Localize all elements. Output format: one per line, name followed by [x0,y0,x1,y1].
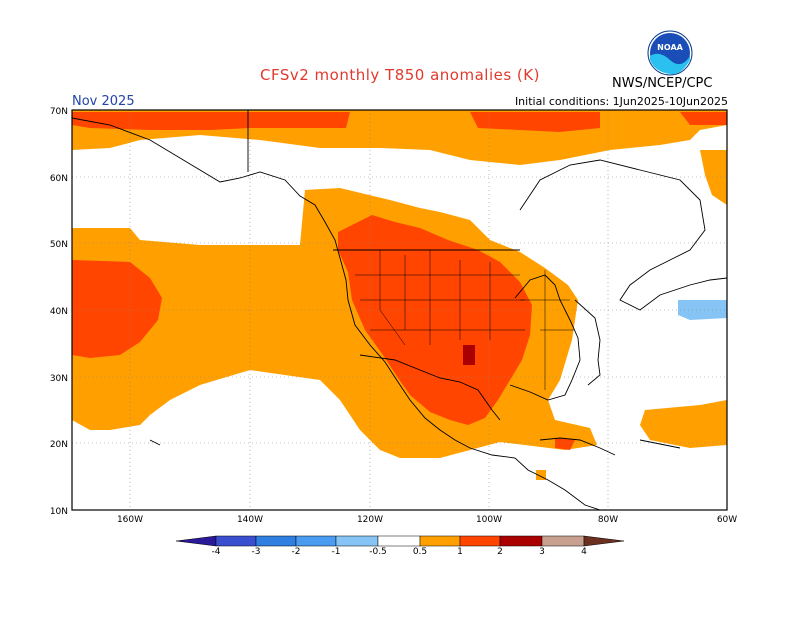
colorbar-swatch [541,535,585,547]
initial-conditions: Initial conditions: 1Jun2025-10Jun2025 [514,95,728,108]
lat-axis: 70N 60N 50N 40N 30N 20N 10N [50,107,68,517]
lat-label-20n: 20N [50,440,68,450]
anomaly-red-region [72,112,727,450]
colorbar-label: -1 [331,547,341,557]
lon-label-120w: 120W [357,515,383,525]
coastlines [71,110,728,511]
colorbar-label: 2 [497,547,503,557]
lat-label-30n: 30N [50,374,68,384]
colorbar-arrow-low [175,535,217,547]
colorbar [175,535,625,547]
colorbar-swatch [295,535,337,547]
lon-label-100w: 100W [476,515,502,525]
colorbar-arrow-high [583,535,625,547]
lon-label-80w: 80W [598,515,618,525]
chart-title: CFSv2 monthly T850 anomalies (K) [260,66,540,84]
colorbar-label: -0.5 [369,547,387,557]
lat-label-50n: 50N [50,240,68,250]
colorbar-swatch [459,535,501,547]
lat-label-10n: 10N [50,507,68,517]
colorbar-swatch [255,535,297,547]
colorbar-swatch [215,535,257,547]
lon-axis: 160W 140W 120W 100W 80W 60W [117,515,737,525]
lat-label-40n: 40N [50,307,68,317]
lon-label-140w: 140W [237,515,263,525]
lon-label-160w: 160W [117,515,143,525]
colorbar-label: 1 [457,547,463,557]
noaa-logo: NOAA [647,30,693,76]
colorbar-label: 4 [581,547,587,557]
colorbar-label: -3 [251,547,261,557]
colorbar-label: 3 [539,547,545,557]
colorbar-swatch [377,535,421,547]
map-frame [71,109,728,511]
logo-text: NOAA [657,43,683,52]
colorbar-label: -4 [211,547,221,557]
lat-label-60n: 60N [50,174,68,184]
colorbar-label: -2 [291,547,301,557]
lat-label-70n: 70N [50,107,68,117]
colorbar-swatch [419,535,461,547]
agency-label: NWS/NCEP/CPC [612,76,713,91]
lon-label-60w: 60W [717,515,737,525]
forecast-month: Nov 2025 [72,94,135,109]
colorbar-swatch [499,535,543,547]
colorbar-swatch [335,535,379,547]
state-borders [355,250,575,390]
anomaly-darkred-region [463,345,475,365]
graticule [72,110,727,510]
anomaly-blue-region [678,300,727,320]
colorbar-label: 0.5 [412,547,428,557]
